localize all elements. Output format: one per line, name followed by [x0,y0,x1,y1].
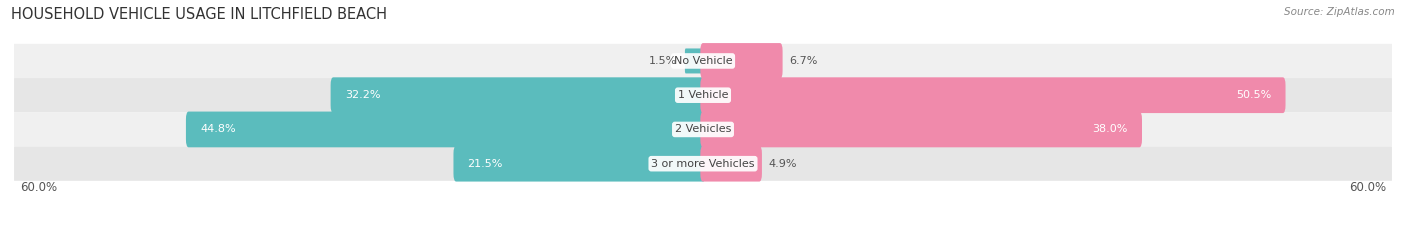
Legend: Owner-occupied, Renter-occupied: Owner-occupied, Renter-occupied [576,231,830,234]
Text: 1 Vehicle: 1 Vehicle [678,90,728,100]
FancyBboxPatch shape [186,112,706,147]
Text: Source: ZipAtlas.com: Source: ZipAtlas.com [1284,7,1395,17]
Text: 60.0%: 60.0% [20,182,56,194]
Text: 21.5%: 21.5% [468,159,503,169]
Text: 60.0%: 60.0% [1350,182,1386,194]
FancyBboxPatch shape [700,43,783,79]
Text: 32.2%: 32.2% [344,90,380,100]
FancyBboxPatch shape [14,44,1392,78]
Text: 1.5%: 1.5% [648,56,676,66]
FancyBboxPatch shape [330,77,706,113]
FancyBboxPatch shape [700,112,1142,147]
Text: 2 Vehicles: 2 Vehicles [675,124,731,135]
Text: 6.7%: 6.7% [789,56,817,66]
FancyBboxPatch shape [685,48,704,73]
Text: 50.5%: 50.5% [1236,90,1271,100]
Text: HOUSEHOLD VEHICLE USAGE IN LITCHFIELD BEACH: HOUSEHOLD VEHICLE USAGE IN LITCHFIELD BE… [11,7,387,22]
FancyBboxPatch shape [14,78,1392,112]
FancyBboxPatch shape [14,146,1392,181]
Text: 3 or more Vehicles: 3 or more Vehicles [651,159,755,169]
FancyBboxPatch shape [14,112,1392,146]
Text: 4.9%: 4.9% [769,159,797,169]
Text: 44.8%: 44.8% [200,124,236,135]
Text: No Vehicle: No Vehicle [673,56,733,66]
Text: 38.0%: 38.0% [1092,124,1128,135]
FancyBboxPatch shape [700,146,762,182]
FancyBboxPatch shape [454,146,706,182]
FancyBboxPatch shape [700,77,1285,113]
